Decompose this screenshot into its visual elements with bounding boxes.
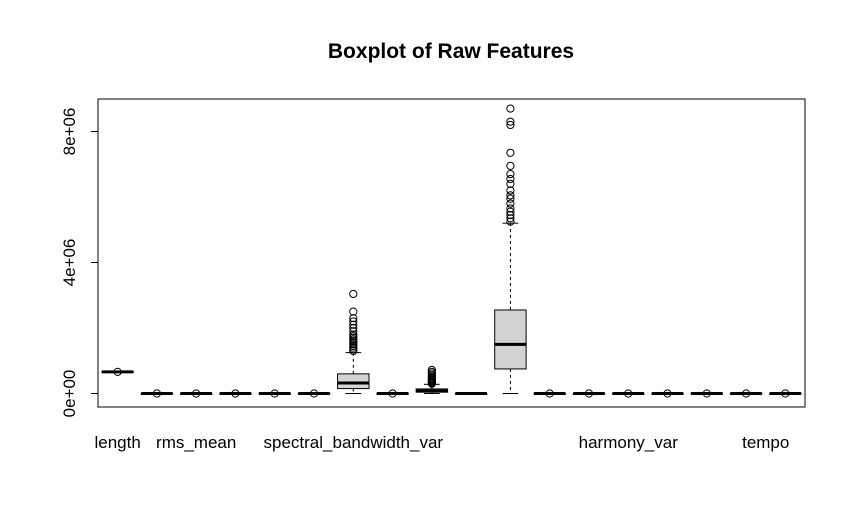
outlier-point (506, 161, 515, 170)
box-4 (219, 389, 252, 398)
x-tick-label-1: rms_mean (156, 433, 236, 452)
outlier-point (506, 194, 515, 203)
box-16 (690, 389, 724, 398)
outlier-point (506, 104, 515, 113)
outlier-point (545, 389, 554, 398)
box-15 (651, 389, 684, 398)
outlier-point (506, 191, 515, 200)
box-6 (297, 389, 331, 398)
outlier-point (349, 327, 358, 336)
y-tick-label-1: 4e+06 (60, 239, 79, 287)
y-tick-label-2: 8e+06 (60, 108, 79, 156)
outlier-point (506, 214, 515, 223)
box-12 (533, 389, 566, 398)
outlier-point (309, 389, 319, 398)
outlier-point (349, 317, 358, 326)
box-18 (769, 389, 802, 398)
outlier-point (506, 120, 515, 130)
x-tick-label-2: spectral_bandwidth_var (264, 433, 444, 452)
outlier-point (349, 330, 358, 339)
outlier-point (663, 389, 672, 398)
x-tick-label-0: length (94, 433, 140, 452)
box-14 (612, 389, 645, 398)
x-tick-label-3: harmony_var (579, 433, 679, 452)
outlier-point (506, 186, 515, 195)
outlier-point (702, 389, 711, 398)
outlier-point (427, 367, 436, 376)
box-10 (454, 392, 488, 395)
box-13 (572, 389, 606, 398)
chart-title: Boxplot of Raw Features (328, 40, 574, 63)
box-9 (415, 365, 449, 394)
boxes-group (101, 104, 802, 398)
box-body (337, 373, 370, 390)
outlier-point (506, 117, 515, 126)
outlier-point (506, 199, 515, 208)
outlier-point (506, 148, 515, 157)
box-7 (337, 289, 370, 394)
outlier-point (270, 389, 279, 398)
box-1 (101, 367, 134, 376)
outlier-point (349, 323, 358, 333)
outlier-point (781, 389, 790, 398)
outlier-point (624, 389, 633, 398)
box-8 (376, 389, 409, 398)
outlier-point (388, 389, 397, 398)
outlier-point (506, 169, 515, 179)
outlier-point (506, 204, 515, 213)
box-2 (140, 389, 174, 398)
outlier-point (152, 389, 162, 398)
y-axis: 0e+00 4e+06 8e+06 (60, 108, 99, 418)
x-tick-label-4: tempo (742, 433, 789, 452)
outlier-point (506, 207, 515, 216)
box-5 (258, 389, 291, 398)
outlier-point (349, 307, 358, 316)
box-11 (494, 104, 527, 394)
outlier-point (506, 210, 515, 220)
outlier-point (506, 179, 515, 188)
x-tick-labels: length rms_mean spectral_bandwidth_var harm… (94, 433, 789, 452)
outlier-point (231, 389, 240, 398)
outlier-point (349, 314, 358, 323)
outlier-point (584, 389, 594, 398)
outlier-point (427, 365, 436, 375)
outlier-point (506, 174, 515, 184)
outlier-point (113, 367, 122, 376)
outlier-point (349, 289, 358, 299)
outlier-point (506, 217, 515, 226)
outlier-point (349, 320, 358, 329)
box-17 (729, 389, 763, 398)
outlier-point (192, 389, 201, 398)
box-3 (179, 389, 213, 398)
box-body (494, 309, 527, 370)
y-tick-label-0: 0e+00 (60, 370, 79, 418)
outlier-point (741, 389, 751, 398)
plot-frame (97, 98, 806, 408)
